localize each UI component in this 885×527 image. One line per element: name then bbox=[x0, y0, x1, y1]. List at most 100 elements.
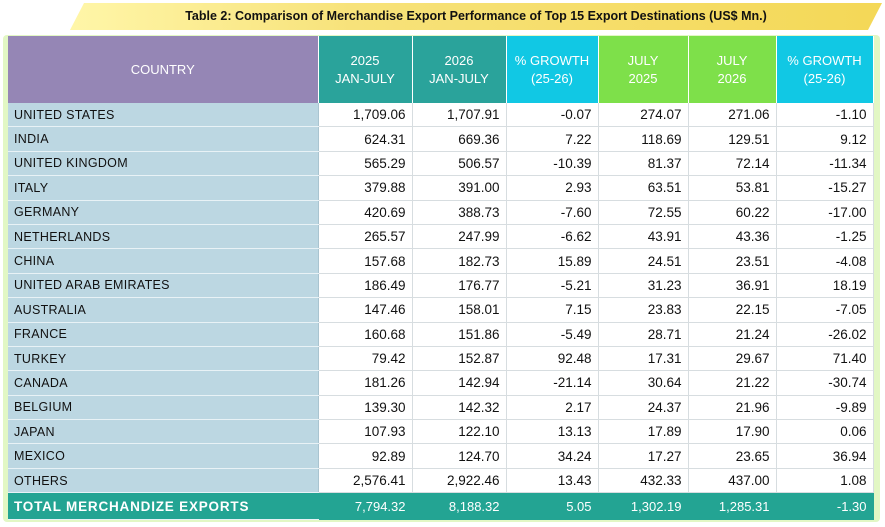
july-growth-cell: -4.08 bbox=[776, 248, 874, 274]
total-ytd-growth: 5.05 bbox=[506, 492, 599, 520]
july-2026-cell: 17.90 bbox=[688, 419, 777, 445]
ytd-growth-cell: 92.48 bbox=[506, 346, 599, 372]
ytd-2026-cell: 122.10 bbox=[412, 419, 507, 445]
ytd-2026-cell: 391.00 bbox=[412, 175, 507, 201]
july-growth-cell: -9.89 bbox=[776, 395, 874, 421]
ytd-2026-cell: 176.77 bbox=[412, 273, 507, 299]
header-ytd-2025-period: JAN-JULY bbox=[335, 70, 395, 86]
ytd-growth-cell: 2.93 bbox=[506, 175, 599, 201]
july-2026-cell: 437.00 bbox=[688, 468, 777, 494]
ytd-2025-cell: 181.26 bbox=[318, 370, 413, 396]
country-cell: TURKEY bbox=[8, 346, 319, 372]
header-july-2026-month: JULY bbox=[716, 52, 748, 68]
country-cell: ITALY bbox=[8, 175, 319, 201]
export-table: COUNTRY 2025 JAN-JULY 2026 JAN-JULY % GROW… bbox=[8, 36, 874, 521]
ytd-2025-cell: 2,576.41 bbox=[318, 468, 413, 494]
ytd-growth-cell: -5.21 bbox=[506, 273, 599, 299]
country-cell: NETHERLANDS bbox=[8, 224, 319, 250]
table-row: MEXICO 92.89 124.70 34.24 17.27 23.65 36.94 bbox=[8, 443, 874, 469]
header-ytd-2026-period: JAN-JULY bbox=[429, 70, 489, 86]
header-july-2025-year: 2025 bbox=[628, 70, 658, 86]
ytd-growth-cell: -10.39 bbox=[506, 151, 599, 177]
ytd-2025-cell: 139.30 bbox=[318, 395, 413, 421]
table-row: JAPAN 107.93 122.10 13.13 17.89 17.90 0.06 bbox=[8, 419, 874, 445]
ytd-2026-cell: 142.94 bbox=[412, 370, 507, 396]
header-july-2026: JULY 2026 bbox=[688, 36, 777, 103]
total-july-2025: 1,302.19 bbox=[598, 492, 689, 520]
table-row: CHINA 157.68 182.73 15.89 24.51 23.51 -4.08 bbox=[8, 248, 874, 274]
july-growth-cell: 18.19 bbox=[776, 273, 874, 299]
ytd-2025-cell: 92.89 bbox=[318, 443, 413, 469]
ytd-2025-cell: 107.93 bbox=[318, 419, 413, 445]
july-growth-cell: 36.94 bbox=[776, 443, 874, 469]
july-2026-cell: 129.51 bbox=[688, 126, 777, 152]
table-row: AUSTRALIA 147.46 158.01 7.15 23.83 22.15 -7.05 bbox=[8, 297, 874, 323]
total-july-2026: 1,285.31 bbox=[688, 492, 777, 520]
july-2026-cell: 72.14 bbox=[688, 151, 777, 177]
header-july-growth-label: % GROWTH bbox=[787, 52, 862, 68]
ytd-2026-cell: 2,922.46 bbox=[412, 468, 507, 494]
july-2026-cell: 23.51 bbox=[688, 248, 777, 274]
july-2025-cell: 432.33 bbox=[598, 468, 689, 494]
total-ytd-2025: 7,794.32 bbox=[318, 492, 413, 520]
table-title: Table 2: Comparison of Merchandise Expor… bbox=[185, 9, 767, 23]
july-2025-cell: 43.91 bbox=[598, 224, 689, 250]
ytd-growth-cell: 7.22 bbox=[506, 126, 599, 152]
table-row: NETHERLANDS 265.57 247.99 -6.62 43.91 43.36 -1… bbox=[8, 224, 874, 250]
ytd-growth-cell: -7.60 bbox=[506, 200, 599, 225]
table-row: UNITED ARAB EMIRATES 186.49 176.77 -5.21 31.… bbox=[8, 273, 874, 299]
ytd-2025-cell: 157.68 bbox=[318, 248, 413, 274]
total-july-growth: -1.30 bbox=[776, 492, 874, 520]
ytd-2025-cell: 79.42 bbox=[318, 346, 413, 372]
july-2025-cell: 24.37 bbox=[598, 395, 689, 421]
july-2026-cell: 21.22 bbox=[688, 370, 777, 396]
table-row: CANADA 181.26 142.94 -21.14 30.64 21.22 -30.74 bbox=[8, 370, 874, 396]
table-row: OTHERS 2,576.41 2,922.46 13.43 432.33 437.00 1… bbox=[8, 468, 874, 494]
july-growth-cell: -1.25 bbox=[776, 224, 874, 250]
ytd-growth-cell: 34.24 bbox=[506, 443, 599, 469]
ytd-2026-cell: 158.01 bbox=[412, 297, 507, 323]
header-ytd-2026-year: 2026 bbox=[444, 52, 474, 68]
july-2026-cell: 53.81 bbox=[688, 175, 777, 201]
ytd-2026-cell: 1,707.91 bbox=[412, 103, 507, 128]
total-row: TOTAL MERCHANDIZE EXPORTS 7,794.32 8,188… bbox=[8, 492, 874, 521]
july-2026-cell: 36.91 bbox=[688, 273, 777, 299]
july-growth-cell: -15.27 bbox=[776, 175, 874, 201]
header-july-growth-range: (25-26) bbox=[803, 70, 846, 86]
ytd-growth-cell: -6.62 bbox=[506, 224, 599, 250]
ytd-2025-cell: 565.29 bbox=[318, 151, 413, 177]
july-2026-cell: 23.65 bbox=[688, 443, 777, 469]
ytd-2026-cell: 388.73 bbox=[412, 200, 507, 225]
july-growth-cell: 71.40 bbox=[776, 346, 874, 372]
header-july-2026-year: 2026 bbox=[717, 70, 747, 86]
header-ytd-growth: % GROWTH (25-26) bbox=[506, 36, 599, 103]
ytd-2026-cell: 151.86 bbox=[412, 322, 507, 347]
table-row: FRANCE 160.68 151.86 -5.49 28.71 21.24 -26.02 bbox=[8, 322, 874, 347]
july-2025-cell: 118.69 bbox=[598, 126, 689, 152]
ytd-growth-cell: -0.07 bbox=[506, 103, 599, 128]
july-growth-cell: -30.74 bbox=[776, 370, 874, 396]
header-ytd-growth-label: % GROWTH bbox=[514, 52, 590, 68]
ytd-2025-cell: 624.31 bbox=[318, 126, 413, 152]
ytd-2025-cell: 160.68 bbox=[318, 322, 413, 347]
ytd-growth-cell: 15.89 bbox=[506, 248, 599, 274]
july-2026-cell: 29.67 bbox=[688, 346, 777, 372]
july-2025-cell: 17.31 bbox=[598, 346, 689, 372]
ytd-2025-cell: 379.88 bbox=[318, 175, 413, 201]
country-cell: JAPAN bbox=[8, 419, 319, 445]
ytd-2025-cell: 186.49 bbox=[318, 273, 413, 299]
country-cell: AUSTRALIA bbox=[8, 297, 319, 323]
country-cell: UNITED KINGDOM bbox=[8, 151, 319, 177]
ytd-2026-cell: 124.70 bbox=[412, 443, 507, 469]
header-july-2025-month: JULY bbox=[627, 52, 659, 68]
july-2026-cell: 60.22 bbox=[688, 200, 777, 225]
july-2026-cell: 21.24 bbox=[688, 322, 777, 347]
table-row: ITALY 379.88 391.00 2.93 63.51 53.81 -15.27 bbox=[8, 175, 874, 201]
july-growth-cell: -7.05 bbox=[776, 297, 874, 323]
country-cell: GERMANY bbox=[8, 200, 319, 225]
header-row: COUNTRY 2025 JAN-JULY 2026 JAN-JULY % GROW… bbox=[8, 36, 874, 103]
july-2026-cell: 271.06 bbox=[688, 103, 777, 128]
july-growth-cell: -26.02 bbox=[776, 322, 874, 347]
july-2025-cell: 17.89 bbox=[598, 419, 689, 445]
july-2025-cell: 81.37 bbox=[598, 151, 689, 177]
